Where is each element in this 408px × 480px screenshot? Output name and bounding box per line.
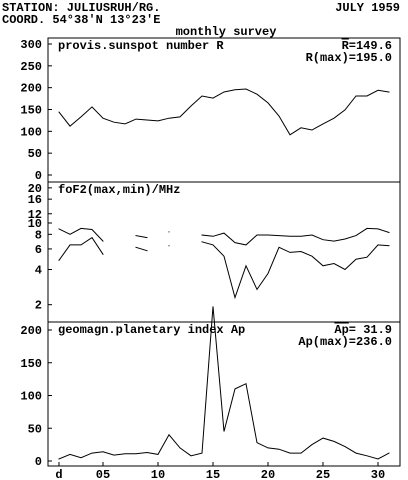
date: JULY 1959 — [335, 1, 400, 15]
y-tick-label: 8 — [35, 228, 42, 242]
y-tick-label: 50 — [28, 147, 42, 161]
panel-title: provis.sunspot number R — [58, 39, 224, 53]
x-tick-label: d — [55, 468, 62, 480]
y-tick-label: 200 — [20, 82, 42, 96]
y-tick-label: 100 — [20, 390, 42, 404]
x-tick-label: 15 — [206, 468, 220, 480]
annotation: R(max)=195.0 — [306, 51, 392, 65]
x-tick-label: 25 — [316, 468, 330, 480]
y-tick-label: 100 — [20, 125, 42, 139]
subtitle: monthly survey — [176, 25, 277, 39]
y-tick-label: 50 — [28, 422, 42, 436]
panel-title: foF2(max,min)/MHz — [58, 183, 180, 197]
y-tick-label: 12 — [28, 208, 42, 222]
y-tick-label: 200 — [20, 324, 42, 338]
y-tick-label: 6 — [35, 243, 42, 257]
series-line — [58, 227, 390, 246]
series-line — [58, 88, 390, 136]
y-tick-label: 10 — [28, 217, 42, 231]
y-tick-label: 20 — [28, 182, 42, 196]
x-tick-label: 30 — [371, 468, 385, 480]
x-tick-label: 05 — [96, 468, 110, 480]
y-tick-label: 2 — [35, 299, 42, 313]
annotation: Ap(max)=236.0 — [298, 335, 392, 349]
y-tick-label: 0 — [35, 455, 42, 469]
series-line — [58, 236, 390, 300]
station: STATION: JULIUSRUH/RG. — [2, 1, 160, 15]
y-tick-label: 0 — [35, 169, 42, 183]
x-tick-label: 10 — [151, 468, 165, 480]
panel-title: geomagn.planetary index Ap — [58, 323, 245, 337]
x-tick-label: 20 — [261, 468, 275, 480]
panel-frame — [47, 321, 401, 467]
panel-frame — [47, 181, 401, 323]
series-line — [58, 306, 390, 460]
y-tick-label: 16 — [28, 193, 42, 207]
annotation: Ap= 31.9 — [334, 323, 392, 337]
y-tick-label: 250 — [20, 60, 42, 74]
coord: COORD. 54°38'N 13°23'E — [2, 13, 160, 27]
y-tick-label: 150 — [20, 357, 42, 371]
y-tick-label: 4 — [35, 264, 42, 278]
y-tick-label: 300 — [20, 38, 42, 52]
y-tick-label: 150 — [20, 104, 42, 118]
annotation: R=149.6 — [342, 39, 392, 53]
